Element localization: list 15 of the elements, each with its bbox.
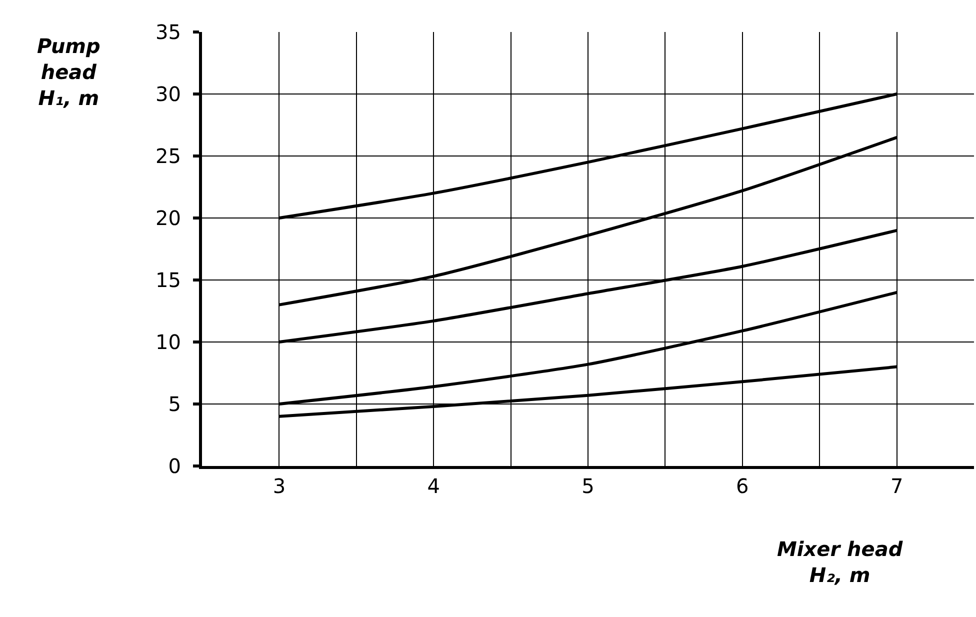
y-tick-label: 0 — [168, 454, 181, 478]
x-tick-label: 4 — [427, 474, 440, 498]
x-tick-label: 3 — [272, 474, 286, 498]
y-tick-label: 15 — [156, 268, 181, 292]
x-tick-label: 6 — [736, 474, 749, 498]
y-tick-label: 10 — [156, 330, 181, 354]
y-tick-label: 35 — [156, 20, 181, 44]
y-tick-label: 25 — [156, 144, 181, 168]
y-tick-label: 30 — [156, 82, 181, 106]
y-tick-label: 5 — [168, 392, 181, 416]
y-axis-title: Pump head H₁, m — [37, 34, 100, 110]
x-axis-title: Mixer head H₂, m — [777, 537, 904, 587]
x-tick-label: 5 — [582, 474, 594, 498]
x-tick-label: 7 — [890, 474, 904, 498]
y-tick-label: 20 — [156, 206, 181, 230]
